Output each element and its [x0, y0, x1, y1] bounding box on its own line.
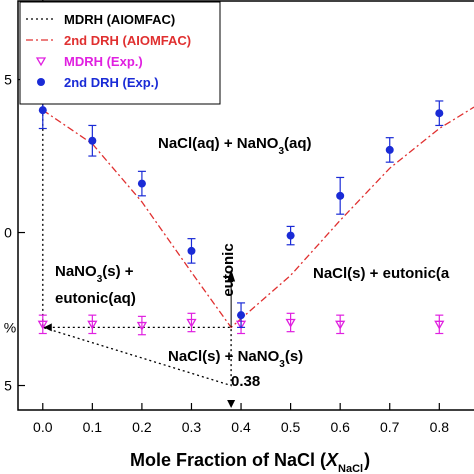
x-tick-label: 0.1 [83, 419, 103, 435]
mdrh-exp-point [37, 320, 48, 330]
drh-exp-point [137, 179, 146, 188]
eutonic-label: eutonic [220, 243, 237, 296]
region-text-span: NaNO [55, 263, 97, 280]
x-tick-label: 0.2 [132, 419, 152, 435]
legend-entry: 2nd DRH (AIOMFAC) [64, 33, 191, 48]
x-axis-title: Mole Fraction of NaCl (XNaCl) [130, 450, 370, 474]
region-text-span: 3 [279, 359, 285, 370]
mdrh-exp-point [186, 318, 197, 328]
eutonic-x-label: 0.38 [231, 373, 260, 390]
drh-exp-point [38, 106, 47, 115]
y-mark-label: % [4, 319, 16, 335]
region-label-top: NaCl(aq) + NaNO3(aq) [158, 135, 312, 157]
legend-entry: 2nd DRH (Exp.) [64, 75, 159, 90]
y-tick-label: 0 [4, 225, 12, 241]
x-tick-label: 0.6 [330, 419, 350, 435]
x-tick-label: 0.7 [380, 419, 400, 435]
mdrh-arrow-left-head [43, 323, 52, 332]
drh-exp-point [187, 246, 196, 255]
drh-exp-point [88, 136, 97, 145]
legend-swatch-triangle [35, 57, 47, 67]
mdrh-exp-point [434, 320, 445, 330]
y-tick-label: 5 [4, 72, 12, 88]
mdrh-exp-point [136, 321, 148, 331]
mdrh-model-line [42, 0, 232, 387]
mdrh-exp-point [335, 320, 346, 330]
mdrh-exp-point [285, 318, 296, 328]
region-label-left-2: eutonic(aq) [55, 290, 136, 307]
legend-entry: MDRH (Exp.) [64, 54, 143, 69]
x-tick-label: 0.5 [281, 419, 301, 435]
region-text-span: 3 [97, 274, 103, 285]
plot-frame [17, 0, 474, 411]
x-axis-title-end: ) [364, 450, 370, 470]
drh-exp-point [237, 311, 246, 320]
drh-exp-point [385, 145, 394, 154]
x-axis-title-var: X [325, 450, 339, 470]
drh-model-line [42, 106, 474, 329]
x-tick-label: 0.0 [33, 419, 53, 435]
region-text-span: eutonic(aq) [55, 290, 136, 307]
drh-exp-point [435, 109, 444, 118]
x-axis-title-main: Mole Fraction of NaCl ( [130, 450, 326, 470]
region-text-span: NaCl(aq) + NaNO [158, 135, 279, 152]
region-text-span: (aq) [284, 135, 312, 152]
x-tick-label: 0.4 [231, 419, 251, 435]
x-tick-label: 0.3 [182, 419, 202, 435]
legend-box [19, 1, 221, 105]
region-label-right: NaCl(s) + eutonic(a [313, 265, 450, 282]
mdrh-exp-point [87, 320, 98, 330]
region-text-span: NaCl(s) + NaNO [168, 348, 280, 365]
region-label-bottom: NaCl(s) + NaNO3(s) [168, 348, 303, 370]
x-tick-label: 0.8 [430, 419, 450, 435]
region-text-span: (s) [285, 348, 303, 365]
x-axis-title-sub: NaCl [338, 463, 363, 474]
region-text-span: 3 [278, 146, 284, 157]
y-tick-label: 5 [4, 378, 12, 394]
region-text-span: NaCl(s) + eutonic(a [313, 265, 450, 282]
legend-swatch-circle [37, 78, 45, 86]
region-label-left-1: NaNO3(s) + [55, 263, 134, 285]
eutonic-arrow-up-head [227, 269, 236, 282]
drh-exp-point [336, 191, 345, 200]
legend-entry: MDRH (AIOMFAC) [64, 12, 175, 27]
drh-exp-point [286, 231, 295, 240]
eutonic-arrow-down-head [227, 400, 236, 408]
region-text-span: (s) + [102, 263, 134, 280]
